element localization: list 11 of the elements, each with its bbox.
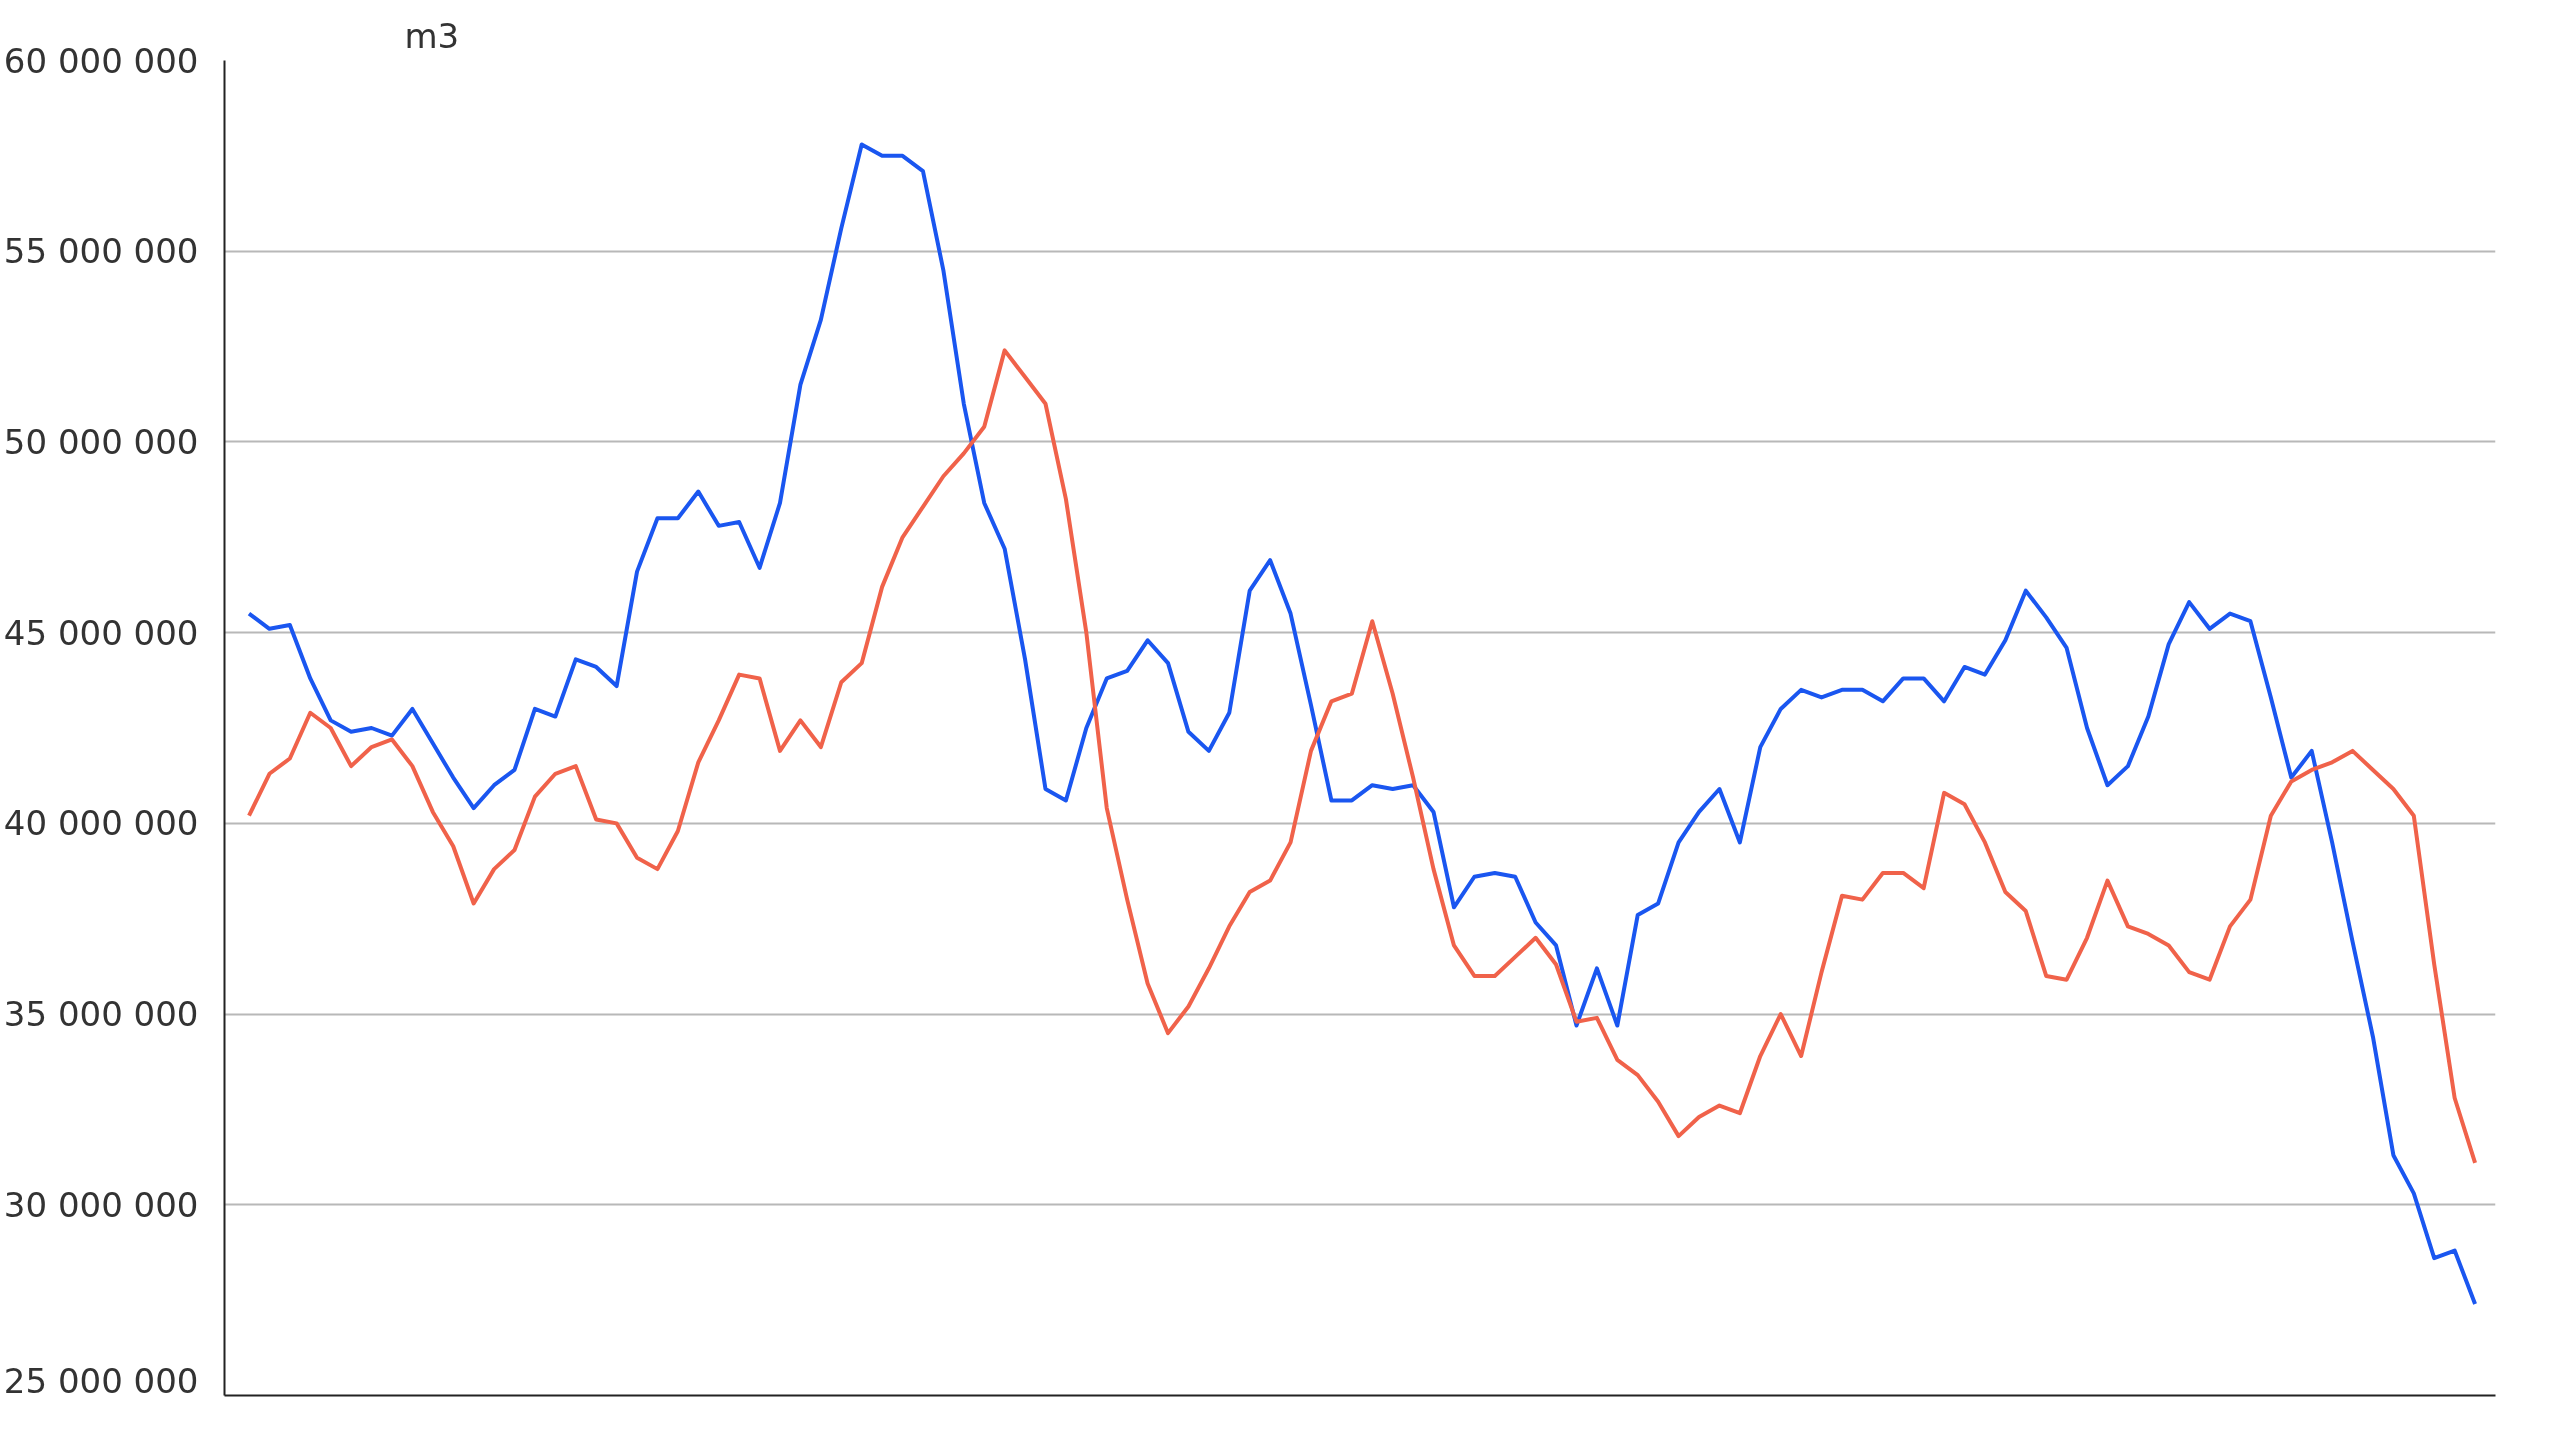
y-tick-label: 50 000 000 bbox=[3, 421, 199, 462]
line-series bbox=[247, 348, 2478, 1165]
y-tick-label: 45 000 000 bbox=[3, 612, 199, 653]
y-tick-label: 40 000 000 bbox=[3, 803, 199, 844]
y-tick-label: 30 000 000 bbox=[3, 1184, 199, 1225]
line-series bbox=[247, 142, 2478, 1306]
y-axis-title: m3 bbox=[404, 15, 460, 56]
y-tick-label: 60 000 000 bbox=[3, 40, 199, 81]
y-tick-label: 35 000 000 bbox=[3, 994, 199, 1035]
y-tick-label: 25 000 000 bbox=[3, 1360, 199, 1401]
y-tick-label: 55 000 000 bbox=[3, 231, 199, 272]
